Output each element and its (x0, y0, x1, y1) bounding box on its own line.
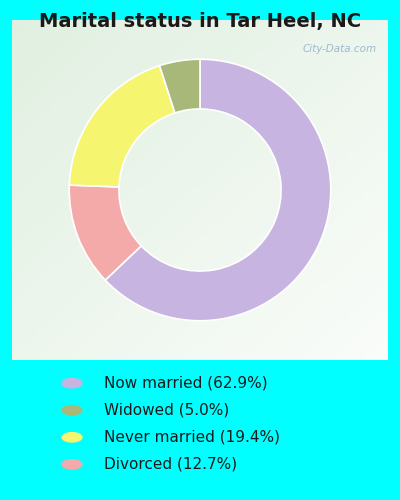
Text: City-Data.com: City-Data.com (302, 44, 377, 54)
Ellipse shape (62, 460, 82, 469)
Ellipse shape (62, 378, 82, 388)
Text: Widowed (5.0%): Widowed (5.0%) (104, 402, 229, 417)
Wedge shape (69, 66, 175, 187)
Text: Now married (62.9%): Now married (62.9%) (104, 376, 268, 390)
Ellipse shape (62, 432, 82, 442)
Text: Marital status in Tar Heel, NC: Marital status in Tar Heel, NC (39, 12, 361, 32)
Text: Divorced (12.7%): Divorced (12.7%) (104, 457, 237, 472)
Wedge shape (105, 59, 331, 321)
Ellipse shape (62, 406, 82, 415)
Wedge shape (69, 185, 141, 280)
Wedge shape (160, 59, 200, 113)
Text: Never married (19.4%): Never married (19.4%) (104, 430, 280, 445)
